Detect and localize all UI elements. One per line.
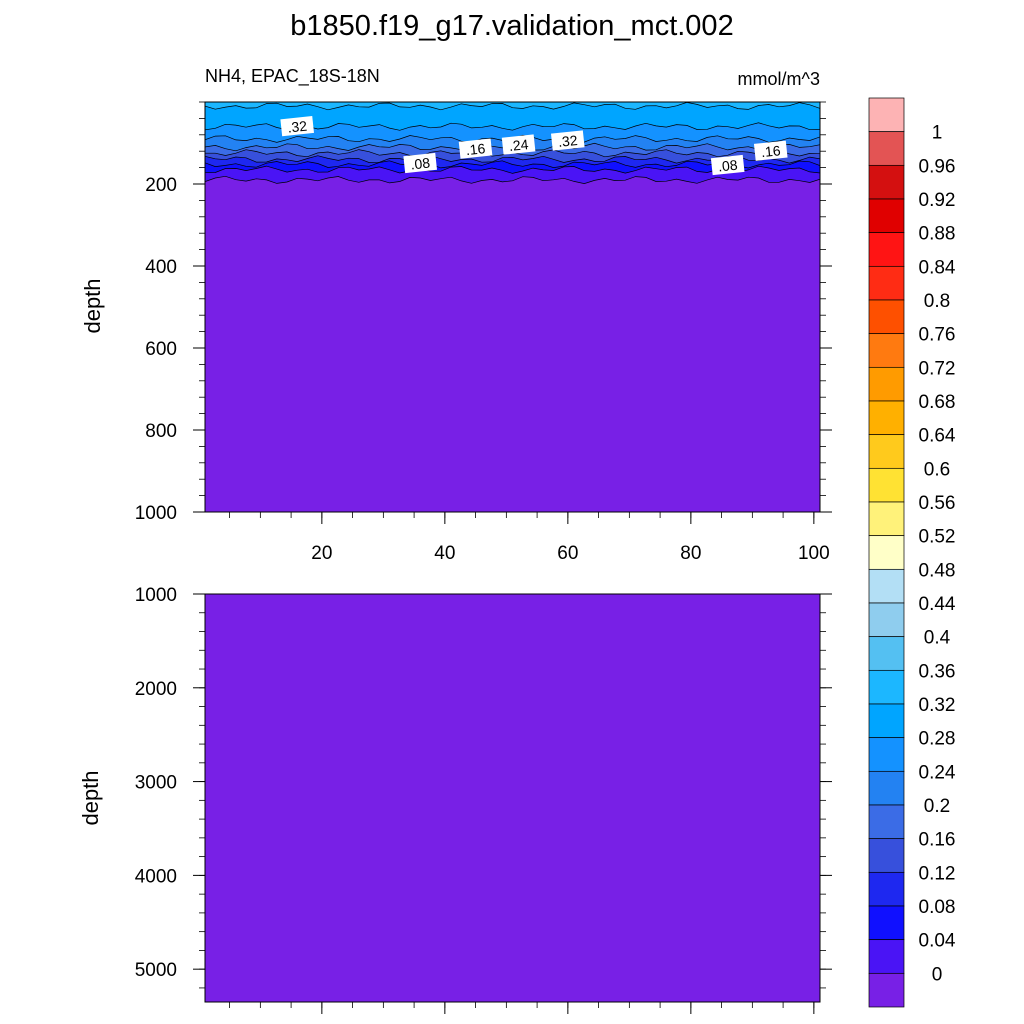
colorbar-swatch — [868, 131, 905, 166]
contour-label: .08 — [717, 157, 738, 175]
y-tick-label: 5000 — [135, 960, 177, 981]
colorbar-swatch — [868, 501, 905, 537]
panel-subtitle: NH4, EPAC_18S-18N — [205, 66, 380, 87]
lower-y-axis-label: depth — [78, 770, 103, 825]
x-tick-label: 40 — [434, 543, 455, 564]
y-tick-label: 200 — [145, 175, 177, 196]
y-tick-label: 800 — [145, 421, 177, 442]
colorbar-swatch — [868, 770, 905, 806]
colorbar-label: 1 — [932, 123, 943, 144]
y-tick-label: 4000 — [135, 866, 177, 887]
chart-title: b1850.f19_g17.validation_mct.002 — [290, 10, 733, 42]
contour-label: .32 — [557, 132, 578, 150]
colorbar-label: 0.12 — [919, 863, 956, 884]
colorbar-label: 0.56 — [919, 493, 956, 514]
colorbar-swatch — [868, 299, 905, 335]
y-tick-label: 1000 — [135, 503, 177, 524]
contour-label-box — [710, 154, 745, 176]
y-tick-label: 1000 — [135, 585, 177, 606]
colorbar-swatch — [868, 434, 905, 469]
lower-panel: 1000 2000 3000 4000 5000 — [135, 585, 832, 1014]
contour-label-box — [458, 138, 493, 159]
colorbar-label: 0.2 — [924, 796, 950, 817]
colorbar-label: 0.88 — [919, 224, 956, 245]
upper-panel: .32 .08 .16 .24 .32 .08 .16 200 400 600 800 1000 20 4… — [135, 101, 832, 564]
colorbar-label: 0 — [932, 964, 943, 985]
colorbar-swatch — [868, 400, 905, 436]
y-tick-label: 600 — [145, 339, 177, 360]
colorbar-swatch — [868, 164, 905, 200]
colorbar-label: 0.64 — [919, 426, 956, 447]
colorbar-swatch — [868, 366, 905, 402]
upper-y-axis-label: depth — [80, 278, 105, 333]
colorbar-label: 0.32 — [919, 695, 956, 716]
contour-label-box — [280, 115, 314, 137]
colorbar-swatch — [868, 737, 905, 772]
colorbar-swatch — [868, 972, 905, 1008]
colorbar: 1 0.96 0.92 0.88 0.84 0.8 0.76 0.72 0.68 0.64 0.6 0… — [868, 97, 956, 1008]
colorbar-swatch — [868, 568, 905, 604]
colorbar-swatch — [868, 636, 905, 671]
colorbar-swatch — [868, 703, 905, 739]
y-tick-label: 3000 — [135, 773, 177, 794]
colorbar-swatch — [868, 467, 905, 503]
colorbar-swatch — [868, 198, 905, 234]
panel-frame — [204, 593, 821, 1003]
colorbar-label: 0.08 — [919, 897, 956, 918]
x-tick-label: 100 — [798, 543, 830, 564]
x-tick-label: 20 — [311, 543, 332, 564]
colorbar-swatch — [868, 905, 905, 941]
x-tick-label: 60 — [557, 543, 578, 564]
colorbar-label: 0.44 — [919, 594, 956, 615]
contour-label: .24 — [508, 136, 529, 154]
contour-label: .08 — [410, 155, 431, 173]
contour-fill-background — [205, 594, 820, 1002]
colorbar-label: 0.96 — [919, 156, 956, 177]
colorbar-label: 0.04 — [919, 931, 956, 952]
colorbar-swatch — [868, 804, 905, 840]
colorbar-swatch — [868, 669, 905, 705]
colorbar-label: 0.6 — [924, 459, 950, 480]
colorbar-swatch — [868, 602, 905, 638]
colorbar-swatch — [868, 232, 905, 267]
colorbar-swatch — [868, 838, 905, 873]
colorbar-label: 0.16 — [919, 830, 956, 851]
colorbar-label: 0.48 — [919, 560, 956, 581]
contour-label: .32 — [287, 118, 308, 136]
contour-label: .16 — [465, 140, 486, 158]
colorbar-swatch — [868, 939, 905, 974]
colorbar-label: 0.24 — [919, 762, 956, 783]
y-tick-label: 400 — [145, 257, 177, 278]
y-tick-label: 2000 — [135, 679, 177, 700]
contour-label-box — [753, 140, 788, 161]
colorbar-label: 0.92 — [919, 190, 956, 211]
colorbar-label: 0.72 — [919, 358, 956, 379]
colorbar-label: 0.52 — [919, 527, 956, 548]
colorbar-label: 0.76 — [919, 325, 956, 346]
colorbar-swatch — [868, 535, 905, 570]
colorbar-swatch — [868, 871, 905, 907]
panel-frame — [204, 101, 821, 513]
colorbar-label: 0.68 — [919, 392, 956, 413]
colorbar-label: 0.4 — [924, 628, 951, 649]
contour-band — [204, 101, 821, 111]
contour-label-box — [501, 134, 536, 155]
colorbar-swatch — [868, 333, 905, 368]
x-tick-label: 80 — [680, 543, 701, 564]
contour-label-box — [403, 152, 437, 174]
contour-label-box — [550, 130, 585, 151]
colorbar-label: 0.8 — [924, 291, 950, 312]
colorbar-label: 0.36 — [919, 661, 956, 682]
contour-label: .16 — [760, 142, 781, 160]
colorbar-swatch — [868, 97, 905, 133]
colorbar-swatch — [868, 265, 905, 301]
units-label: mmol/m^3 — [738, 69, 820, 89]
colorbar-label: 0.28 — [919, 729, 956, 750]
colorbar-label: 0.84 — [919, 257, 956, 278]
